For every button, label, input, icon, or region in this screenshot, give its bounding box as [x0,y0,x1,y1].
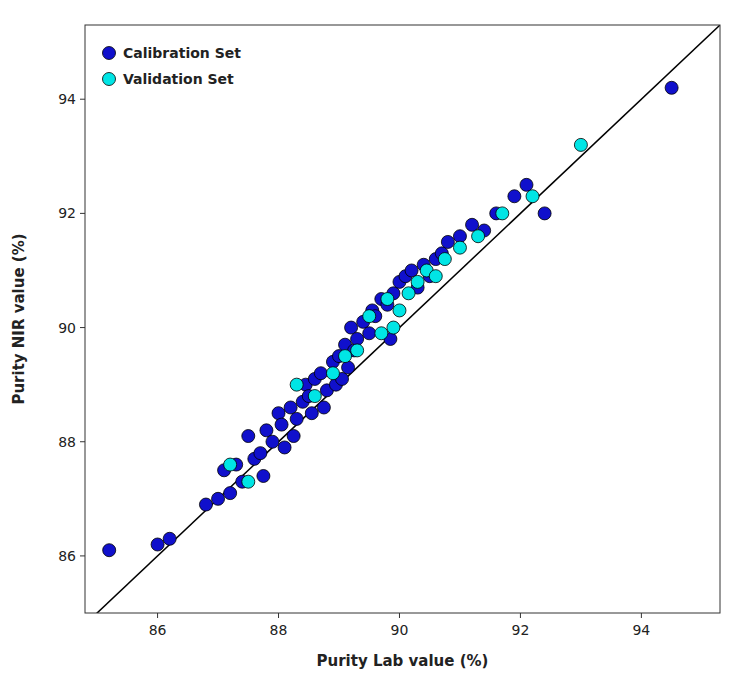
point [351,344,364,357]
identity-line [85,25,720,613]
point [363,327,376,340]
point [508,190,521,203]
x-tick [520,613,521,618]
x-tick [278,613,279,618]
point [317,401,330,414]
y-tick-label: 90 [58,320,76,336]
point [538,207,551,220]
y-tick [80,213,85,214]
point [163,532,176,545]
point [151,538,164,551]
point [275,418,288,431]
point [363,310,376,323]
point [393,304,406,317]
point [326,367,339,380]
point [242,475,255,488]
y-tick [80,555,85,556]
legend-label: Calibration Set [123,45,241,61]
y-tick [80,327,85,328]
point [453,241,466,254]
x-tick-label: 86 [149,622,167,638]
point [520,178,533,191]
point [472,230,485,243]
point [308,390,321,403]
point [411,275,424,288]
x-tick-label: 90 [391,622,409,638]
legend: Calibration Set Validation Set [103,45,242,87]
x-tick [641,613,642,618]
point [387,321,400,334]
point [405,264,418,277]
point [278,441,291,454]
point [665,81,678,94]
plot-frame [85,25,720,613]
point [290,412,303,425]
x-axis-label: Purity Lab value (%) [317,652,489,670]
series [224,138,588,488]
plot-background [85,25,720,613]
point [224,487,237,500]
x-tick [157,613,158,618]
chart: 86 88 90 92 94 86 88 90 92 94 Purity Lab value (%)… [0,0,750,688]
point [284,401,297,414]
point [402,287,415,300]
point [254,447,267,460]
point [441,235,454,248]
point [212,492,225,505]
point [526,190,539,203]
point [375,327,388,340]
point [496,207,509,220]
y-tick [80,99,85,100]
point [260,424,273,437]
point [242,430,255,443]
point [381,293,394,306]
point [342,361,355,374]
y-tick-label: 92 [58,205,76,221]
x-tick-label: 88 [270,622,288,638]
y-axis-label: Purity NIR value (%) [10,233,28,404]
point [339,350,352,363]
point [103,544,116,557]
point [314,367,327,380]
legend-swatch [103,47,116,60]
point [429,270,442,283]
point [287,430,300,443]
y-tick [80,441,85,442]
point [438,253,451,266]
x-tick-label: 94 [632,622,650,638]
point [257,469,270,482]
x-tick [399,613,400,618]
point [345,321,358,334]
point [290,378,303,391]
plot-area [85,25,720,613]
point [466,218,479,231]
point [305,407,318,420]
series [103,81,678,556]
point [574,138,587,151]
point [266,435,279,448]
y-tick-label: 88 [58,434,76,450]
y-tick-label: 94 [58,91,76,107]
legend-label: Validation Set [123,71,234,87]
point [224,458,237,471]
y-tick-label: 86 [58,548,76,564]
point [199,498,212,511]
legend-swatch [103,73,116,86]
x-tick-label: 92 [512,622,530,638]
point [272,407,285,420]
